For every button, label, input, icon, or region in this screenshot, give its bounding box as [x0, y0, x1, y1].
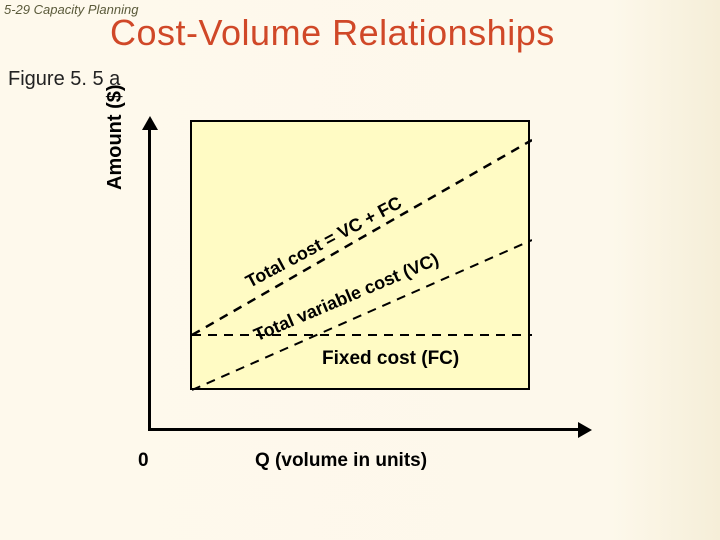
cost-volume-chart: Amount ($) Total cost = VC + FC Total va… — [160, 130, 580, 440]
y-axis-arrow-icon — [142, 116, 158, 130]
total-cost-line — [192, 140, 532, 335]
x-axis-arrow-icon — [578, 422, 592, 438]
x-axis-label: Q (volume in units) — [255, 450, 427, 472]
fixed-cost-label: Fixed cost (FC) — [322, 348, 459, 370]
y-axis-label: Amount ($) — [104, 84, 127, 190]
page-title: Cost-Volume Relationships — [110, 12, 555, 54]
plot-area: Total cost = VC + FC Total variable cost… — [190, 120, 530, 390]
slide-ref: 5-29 — [4, 2, 30, 17]
x-axis — [148, 428, 580, 431]
y-axis — [148, 120, 151, 430]
origin-label: 0 — [138, 450, 149, 472]
